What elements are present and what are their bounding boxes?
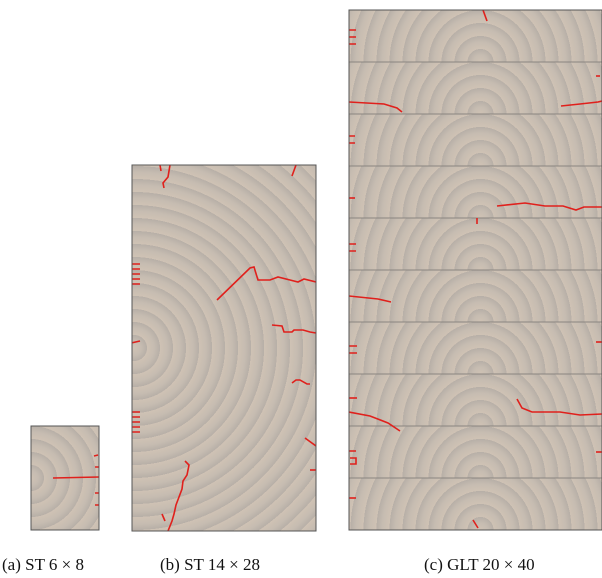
- lamella: [349, 270, 602, 322]
- panel-c-specimen: [349, 10, 602, 530]
- crack: [349, 295, 392, 303]
- caption-panel-b: (b) ST 14 × 28: [160, 555, 260, 574]
- crack: [496, 202, 602, 211]
- crack: [349, 101, 403, 113]
- lamella: [349, 426, 602, 478]
- panel-b-border: [131, 164, 317, 532]
- panel-c-border: [348, 9, 602, 531]
- panel-a-specimen: [31, 426, 99, 530]
- crack: [349, 135, 355, 144]
- lamella: [349, 166, 602, 218]
- panel-b-specimen: [132, 165, 316, 531]
- crack: [472, 519, 479, 529]
- crack: [349, 243, 356, 252]
- crack: [349, 29, 356, 45]
- lamella: [349, 114, 602, 166]
- panel-b-cracks: [132, 165, 316, 531]
- lamella: [349, 218, 602, 270]
- lamella: [349, 374, 602, 426]
- lamella: [349, 62, 602, 114]
- crack: [516, 398, 602, 416]
- panel-a-cracks: [52, 454, 99, 506]
- caption-panel-c: (c) GLT 20 × 40: [424, 555, 535, 574]
- lamella: [349, 322, 602, 374]
- lamella: [349, 478, 602, 530]
- crack: [482, 10, 488, 22]
- lamella: [349, 10, 602, 62]
- panel-c-cracks: [349, 10, 602, 529]
- crack: [349, 450, 357, 465]
- crack: [349, 345, 357, 354]
- panel-c-lamellae: [349, 10, 602, 530]
- caption-panel-a: (a) ST 6 × 8: [2, 555, 84, 574]
- panel-a-border: [30, 425, 100, 531]
- crack: [560, 100, 602, 107]
- crack: [349, 411, 401, 432]
